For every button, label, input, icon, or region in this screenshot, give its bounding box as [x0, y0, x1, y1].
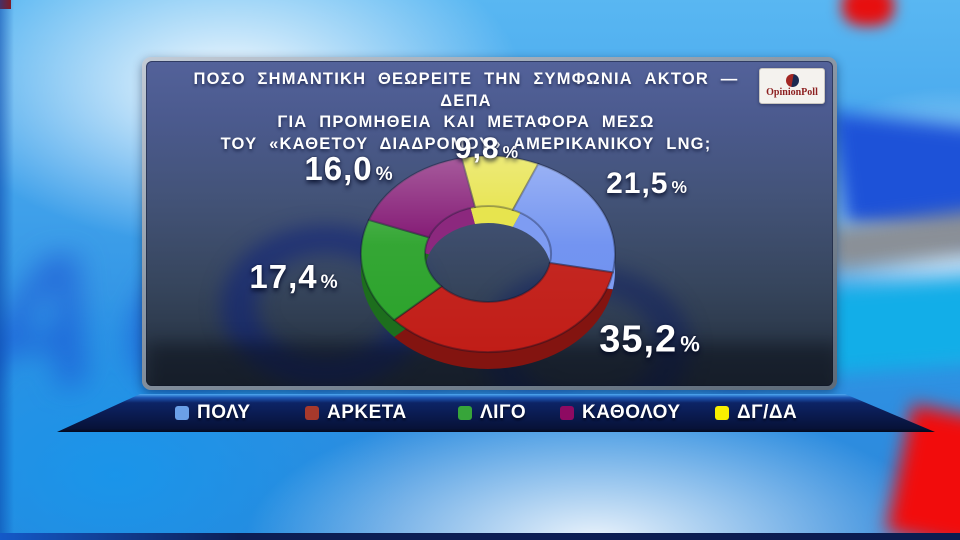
bottom-edge-strip	[0, 533, 960, 540]
poll-panel-inner: ΠΟΣΟ ΣΗΜΑΝΤΙΚΗ ΘΕΩΡΕΙΤΕ ΤΗΝ ΣΥΜΦΩΝΙΑ AKT…	[146, 61, 833, 386]
legend-bar: ΠΟΛΥ ΑΡΚΕΤΑ ΛΙΓΟ ΚΑΘΟΛΟΥ ΔΓ/ΔΑ	[57, 394, 935, 432]
percent-sign: %	[320, 272, 339, 293]
legend-label: ΚΑΘΟΛΟΥ	[582, 402, 681, 423]
legend-item-ΛΙΓΟ: ΛΙΓΟ	[458, 403, 526, 422]
legend-swatch-icon	[305, 405, 319, 420]
slice-value-label-ΚΑΘΟΛΟΥ: 16,0%	[304, 150, 393, 188]
slice-value-label-ΑΡΚΕΤΑ: 35,2%	[599, 319, 701, 362]
poll-question-line-2: ΓΙΑ ΠΡΟΜΗΘΕΙΑ ΚΑΙ ΜΕΤΑΦΟΡΑ ΜΕΣΩ	[277, 113, 655, 131]
slice-value-label-ΛΙΓΟ: 17,4%	[249, 258, 338, 296]
poll-question-title: ΠΟΣΟ ΣΗΜΑΝΤΙΚΗ ΘΕΩΡΕΙΤΕ ΤΗΝ ΣΥΜΦΩΝΙΑ AKT…	[166, 69, 766, 155]
legend-swatch-icon	[560, 405, 574, 420]
slice-value-label-ΠΟΛΥ: 21,5%	[606, 167, 688, 201]
opinionpoll-circle-icon	[785, 74, 799, 87]
legend-swatch-icon	[715, 405, 729, 420]
poll-question-line-1: ΠΟΣΟ ΣΗΜΑΝΤΙΚΗ ΘΕΩΡΕΙΤΕ ΤΗΝ ΣΥΜΦΩΝΙΑ AKT…	[193, 70, 739, 110]
panel-watermark-band	[146, 343, 833, 386]
opinionpoll-logo-text: OpinionPoll	[766, 87, 818, 98]
legend-item-ΠΟΛΥ: ΠΟΛΥ	[175, 403, 251, 422]
panel-watermark-ring	[436, 231, 736, 386]
legend-item-ΚΑΘΟΛΟΥ: ΚΑΘΟΛΟΥ	[560, 403, 681, 422]
slice-value-number: 9,8	[454, 132, 500, 165]
percent-sign: %	[671, 177, 688, 197]
bg-red-corner-top-left	[0, 0, 11, 9]
slice-value-number: 16,0	[304, 150, 373, 187]
legend-label: ΛΙΓΟ	[480, 402, 527, 423]
slice-value-number: 17,4	[249, 258, 318, 295]
slice-value-number: 21,5	[606, 167, 669, 200]
poll-panel: ΠΟΣΟ ΣΗΜΑΝΤΙΚΗ ΘΕΩΡΕΙΤΕ ΤΗΝ ΣΥΜΦΩΝΙΑ AKT…	[142, 57, 837, 390]
legend-item-ΑΡΚΕΤΑ: ΑΡΚΕΤΑ	[305, 403, 407, 422]
legend-label: ΑΡΚΕΤΑ	[327, 402, 407, 423]
percent-sign: %	[502, 142, 520, 162]
legend-swatch-icon	[175, 405, 189, 420]
legend-label: ΠΟΛΥ	[197, 402, 251, 423]
slice-value-label-ΔΓ/ΔΑ: 9,8%	[455, 132, 519, 166]
percent-sign: %	[375, 164, 394, 185]
slice-value-number: 35,2	[599, 318, 678, 361]
percent-sign: %	[680, 331, 701, 357]
poll-question-line-3: ΤΟΥ «ΚΑΘΕΤΟΥ ΔΙΑΔΡΟΜΟΥ» ΑΜΕΡΙΚΑΝΙΚΟΥ LNG…	[220, 134, 712, 153]
legend-swatch-icon	[458, 405, 472, 420]
legend-item-ΔΓ/ΔΑ: ΔΓ/ΔΑ	[715, 403, 797, 422]
legend-label: ΔΓ/ΔΑ	[737, 402, 798, 423]
opinionpoll-logo: OpinionPoll	[759, 68, 825, 104]
bg-red-blob-top-right	[842, 0, 894, 26]
